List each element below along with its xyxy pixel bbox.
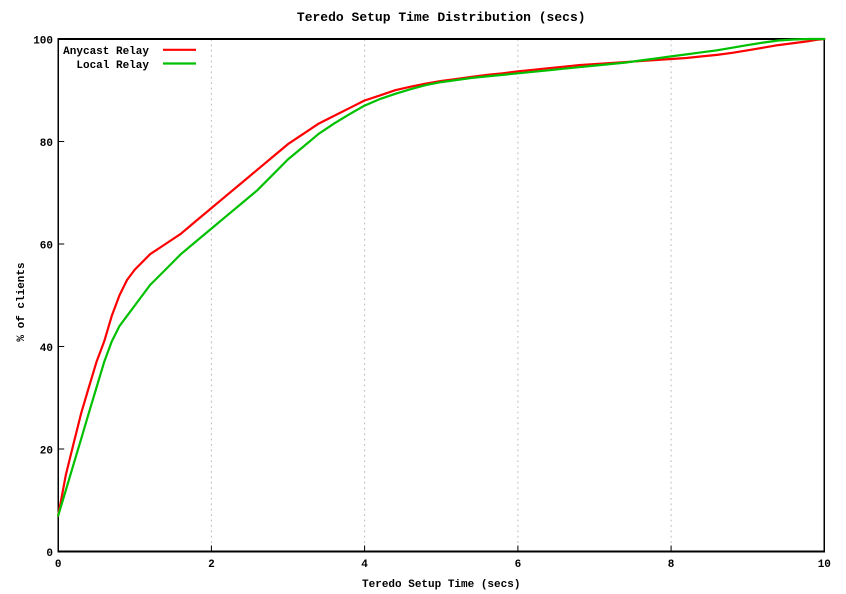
- svg-text:0: 0: [55, 559, 62, 571]
- svg-text:Anycast Relay: Anycast Relay: [63, 46, 149, 58]
- svg-text:0: 0: [46, 548, 53, 560]
- svg-text:10: 10: [818, 559, 831, 571]
- svg-text:100: 100: [33, 36, 53, 48]
- svg-text:20: 20: [40, 446, 53, 458]
- svg-text:80: 80: [40, 138, 53, 150]
- svg-text:8: 8: [668, 559, 675, 571]
- svg-text:4: 4: [361, 559, 368, 571]
- svg-text:Local Relay: Local Relay: [76, 60, 149, 72]
- svg-text:6: 6: [515, 559, 522, 571]
- svg-text:40: 40: [40, 343, 53, 355]
- svg-text:60: 60: [40, 241, 53, 253]
- svg-text:2: 2: [208, 559, 215, 571]
